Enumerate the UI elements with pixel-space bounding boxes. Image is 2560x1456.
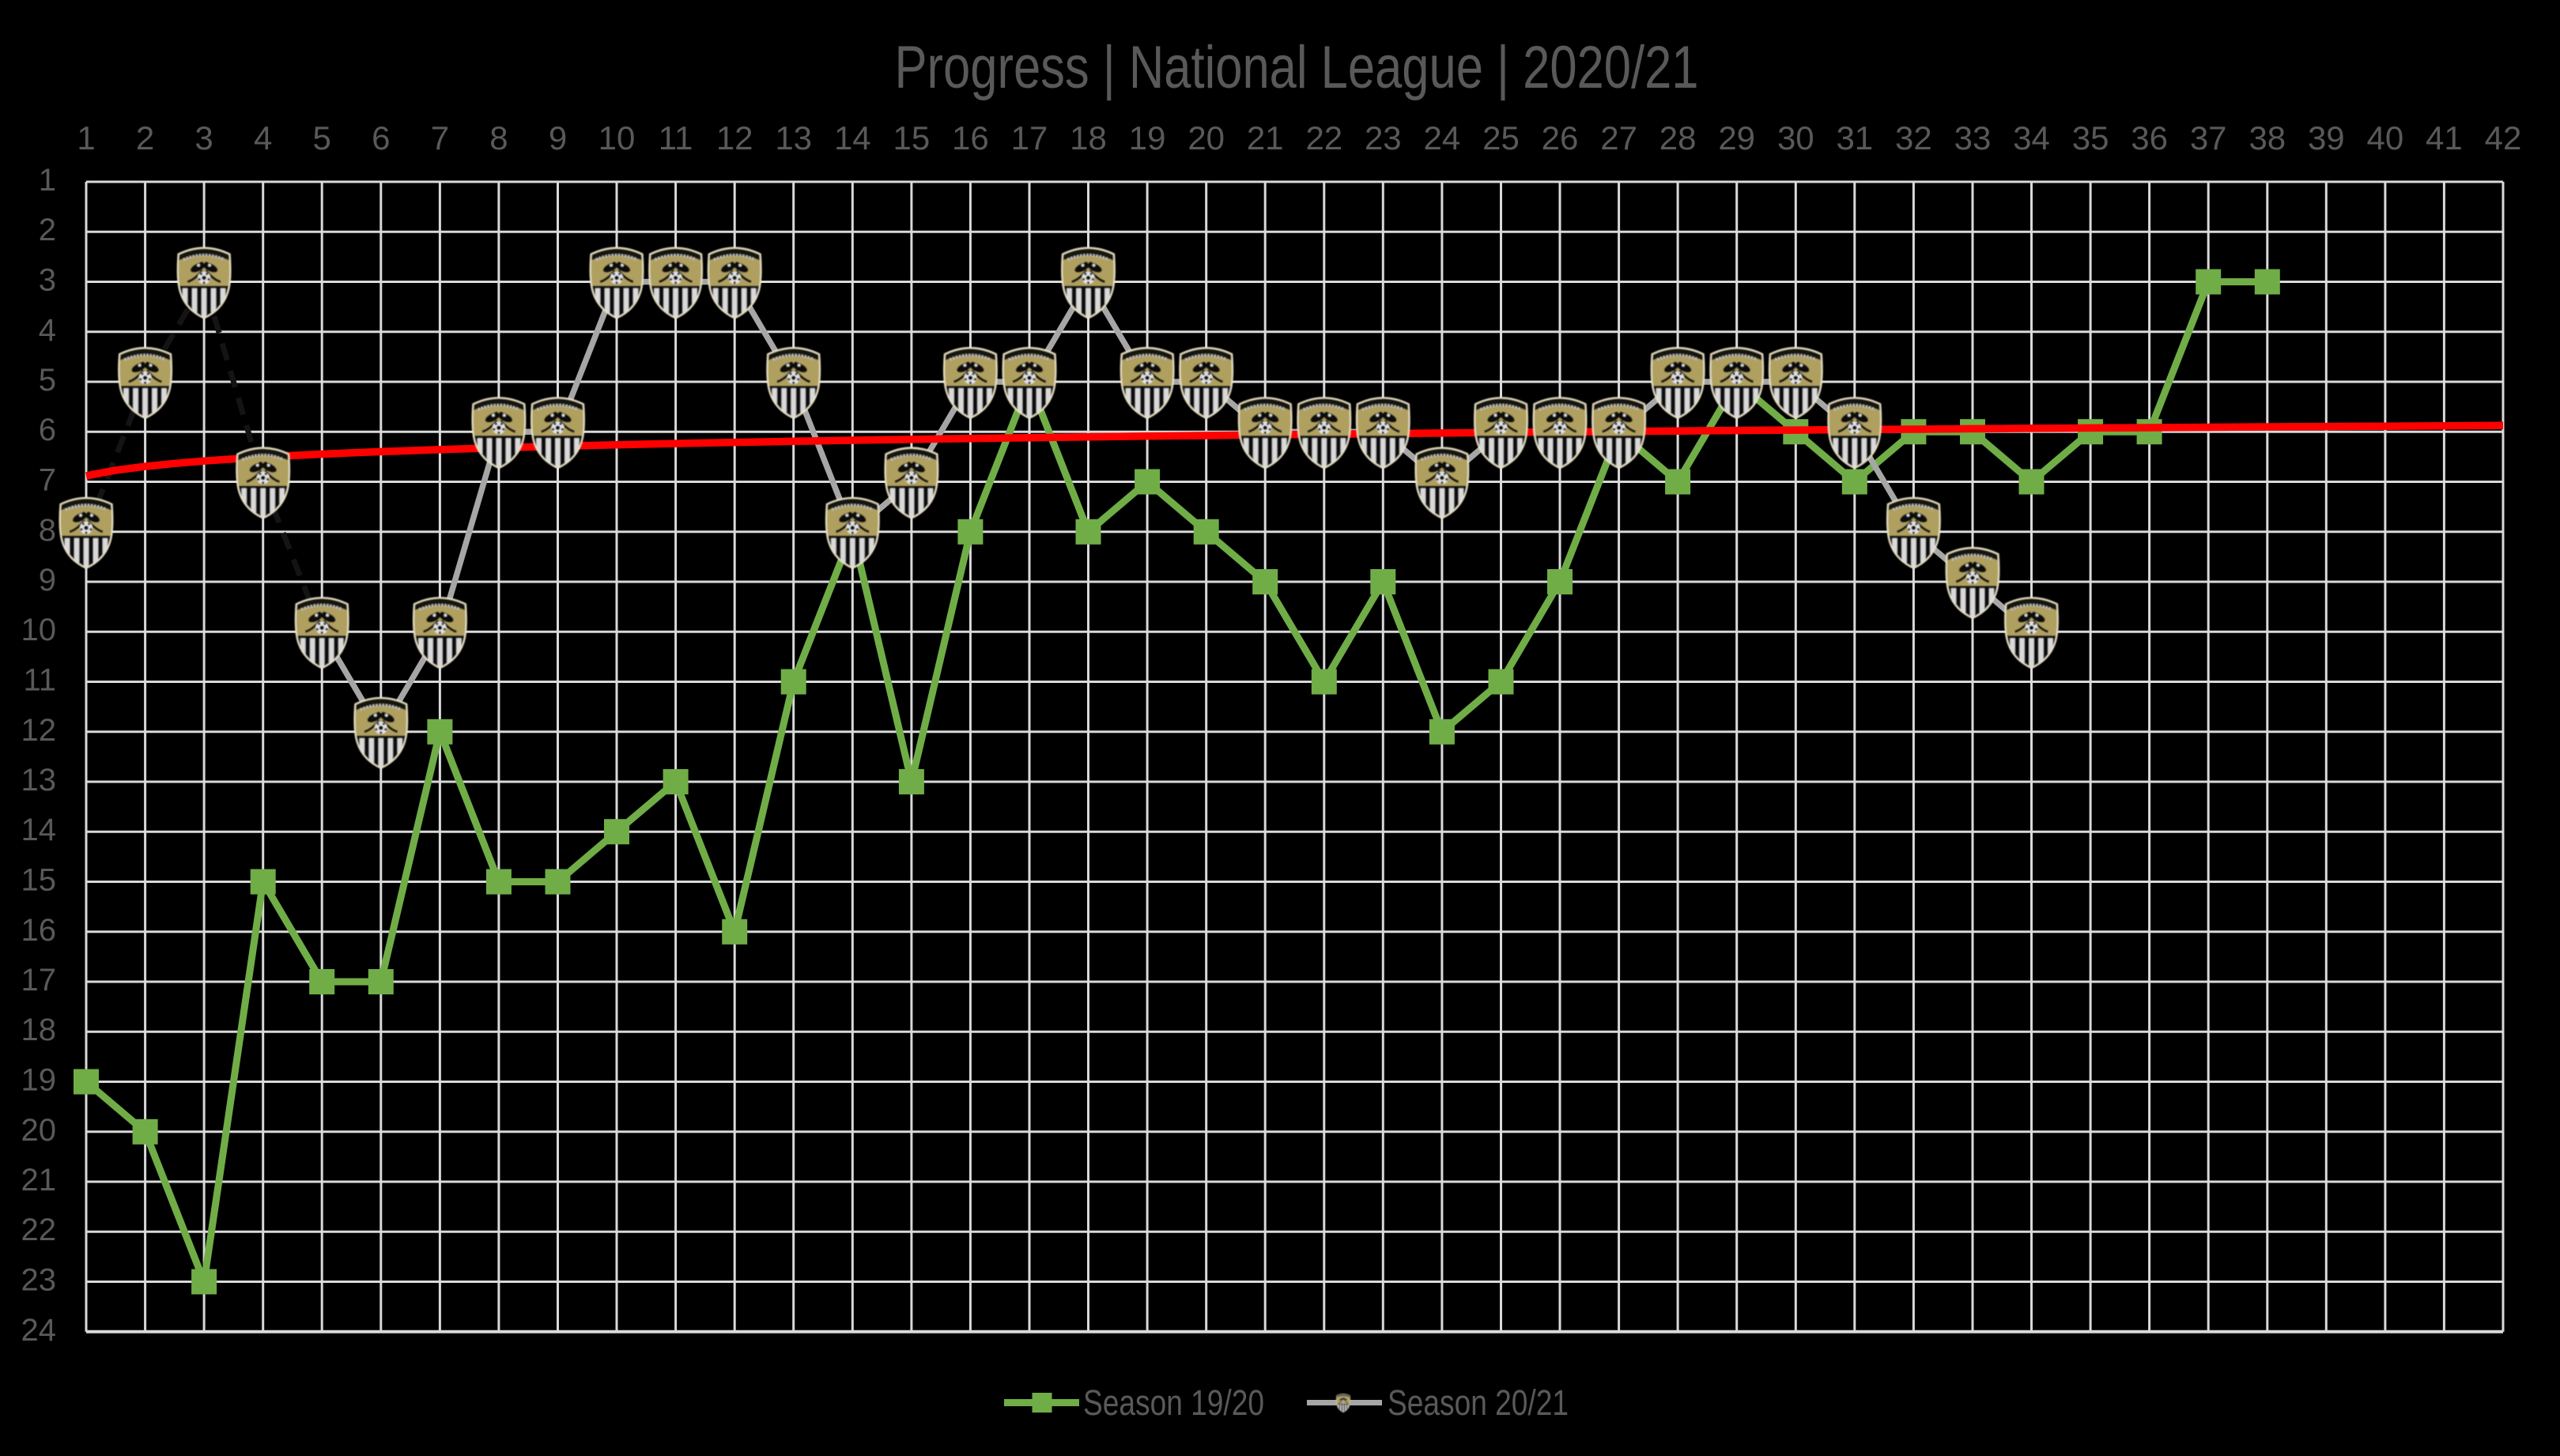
svg-text:4: 4 bbox=[254, 119, 272, 157]
svg-text:20: 20 bbox=[21, 1113, 57, 1148]
svg-text:31: 31 bbox=[1836, 119, 1873, 157]
svg-text:7: 7 bbox=[39, 463, 56, 498]
svg-text:4: 4 bbox=[39, 313, 56, 348]
svg-text:34: 34 bbox=[2013, 119, 2050, 157]
svg-text:38: 38 bbox=[2248, 119, 2286, 157]
svg-text:3: 3 bbox=[194, 119, 213, 157]
svg-text:15: 15 bbox=[21, 863, 57, 898]
svg-text:9: 9 bbox=[549, 119, 567, 157]
svg-text:13: 13 bbox=[775, 119, 812, 157]
svg-text:42: 42 bbox=[2485, 119, 2522, 157]
svg-text:16: 16 bbox=[21, 913, 57, 948]
svg-text:17: 17 bbox=[21, 963, 57, 998]
svg-text:9: 9 bbox=[39, 563, 56, 598]
svg-text:14: 14 bbox=[21, 813, 57, 847]
svg-text:5: 5 bbox=[313, 119, 331, 157]
svg-text:21: 21 bbox=[1247, 119, 1284, 157]
svg-text:37: 37 bbox=[2190, 119, 2227, 157]
svg-text:24: 24 bbox=[21, 1313, 57, 1348]
svg-text:28: 28 bbox=[1659, 119, 1697, 157]
svg-text:16: 16 bbox=[952, 119, 989, 157]
svg-text:Season 19/20: Season 19/20 bbox=[1083, 1382, 1264, 1423]
svg-text:22: 22 bbox=[21, 1213, 57, 1247]
svg-text:35: 35 bbox=[2072, 119, 2109, 157]
svg-text:6: 6 bbox=[372, 119, 390, 157]
svg-text:1: 1 bbox=[77, 119, 95, 157]
svg-text:7: 7 bbox=[431, 119, 449, 157]
svg-text:3: 3 bbox=[39, 263, 56, 298]
svg-text:8: 8 bbox=[39, 513, 56, 548]
svg-text:18: 18 bbox=[21, 1013, 57, 1047]
svg-text:23: 23 bbox=[21, 1263, 57, 1298]
svg-text:26: 26 bbox=[1542, 119, 1579, 157]
svg-text:29: 29 bbox=[1718, 119, 1755, 157]
svg-text:1: 1 bbox=[39, 163, 56, 198]
svg-text:41: 41 bbox=[2426, 119, 2463, 157]
svg-text:11: 11 bbox=[23, 663, 56, 698]
svg-text:24: 24 bbox=[1424, 119, 1461, 157]
svg-text:2: 2 bbox=[136, 119, 154, 157]
svg-text:32: 32 bbox=[1895, 119, 1932, 157]
svg-text:33: 33 bbox=[1954, 119, 1992, 157]
svg-text:14: 14 bbox=[834, 119, 871, 157]
svg-text:20: 20 bbox=[1187, 119, 1225, 157]
svg-text:25: 25 bbox=[1482, 119, 1520, 157]
svg-text:27: 27 bbox=[1600, 119, 1637, 157]
svg-text:36: 36 bbox=[2131, 119, 2168, 157]
svg-text:23: 23 bbox=[1365, 119, 1402, 157]
svg-text:17: 17 bbox=[1011, 119, 1048, 157]
svg-text:13: 13 bbox=[21, 763, 57, 798]
svg-text:21: 21 bbox=[21, 1163, 57, 1198]
svg-text:18: 18 bbox=[1070, 119, 1107, 157]
svg-text:15: 15 bbox=[893, 119, 931, 157]
svg-text:19: 19 bbox=[21, 1063, 57, 1098]
svg-text:6: 6 bbox=[39, 413, 56, 447]
svg-text:19: 19 bbox=[1129, 119, 1166, 157]
svg-text:12: 12 bbox=[21, 713, 57, 748]
svg-text:5: 5 bbox=[39, 363, 56, 398]
svg-text:10: 10 bbox=[598, 119, 636, 157]
svg-text:11: 11 bbox=[659, 119, 693, 157]
svg-text:Progress | National League | 2: Progress | National League | 2020/21 bbox=[895, 34, 1699, 101]
svg-text:22: 22 bbox=[1305, 119, 1342, 157]
svg-text:12: 12 bbox=[716, 119, 753, 157]
svg-text:30: 30 bbox=[1777, 119, 1814, 157]
svg-text:2: 2 bbox=[39, 213, 56, 247]
svg-text:40: 40 bbox=[2367, 119, 2404, 157]
svg-text:Season 20/21: Season 20/21 bbox=[1388, 1382, 1569, 1423]
svg-text:39: 39 bbox=[2308, 119, 2345, 157]
svg-text:8: 8 bbox=[489, 119, 508, 157]
svg-text:10: 10 bbox=[21, 613, 57, 647]
